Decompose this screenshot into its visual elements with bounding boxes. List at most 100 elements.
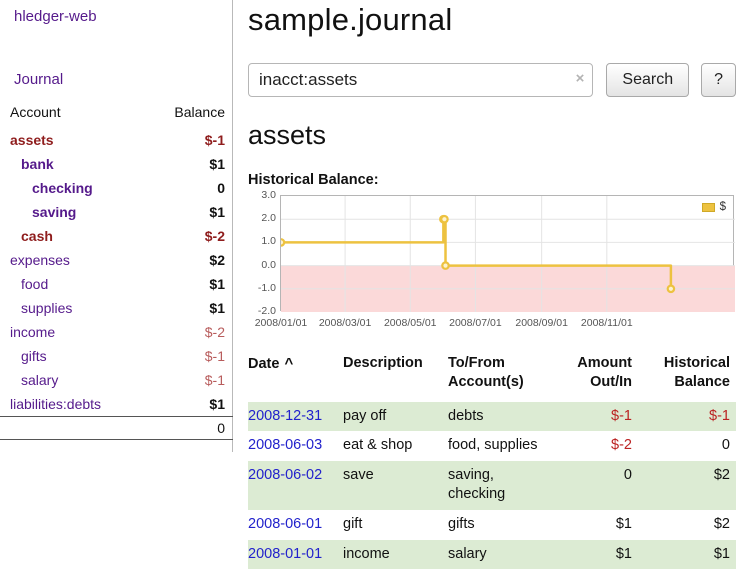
account-balance: $1	[209, 276, 225, 292]
transaction-accounts: salary	[448, 545, 487, 562]
transaction-balance: $2	[713, 466, 730, 483]
transaction-balance: $2	[713, 515, 730, 532]
account-row: checking 0	[0, 176, 233, 200]
account-balance: $1	[209, 204, 225, 220]
register-header-description: Description	[343, 355, 423, 371]
transaction-date-link[interactable]: 2008-01-01	[248, 545, 323, 562]
chart-title: Historical Balance:	[248, 172, 379, 188]
register-row: 2008-06-02 save saving, checking 0 $2	[248, 460, 736, 510]
account-row: saving $1	[0, 200, 233, 224]
transaction-accounts: debts	[448, 407, 484, 424]
register-row: 2008-06-03 eat & shop food, supplies $-2 0	[248, 431, 736, 461]
account-link[interactable]: salary	[21, 372, 59, 388]
account-balance: 0	[217, 180, 225, 196]
transaction-accounts: saving, checking	[448, 466, 506, 503]
search-button[interactable]: Search	[606, 63, 690, 97]
account-row: cash $-2	[0, 224, 233, 248]
legend-color-swatch	[701, 202, 715, 212]
account-row: expenses $2	[0, 248, 233, 272]
account-link[interactable]: income	[10, 324, 56, 340]
transaction-accounts: food, supplies	[448, 437, 538, 454]
x-axis-label: 2008/05/01	[383, 317, 437, 329]
y-axis-label: -2.0	[257, 305, 276, 317]
register-table: Date ^ Description To/From Account(s) Amo…	[248, 354, 736, 570]
transaction-description: pay off	[343, 407, 387, 424]
accounts-total-row: 0	[0, 416, 233, 440]
account-balance: $2	[209, 252, 225, 268]
clear-search-icon[interactable]: ×	[575, 70, 585, 87]
x-axis-label: 2008/09/01	[515, 317, 568, 329]
accounts-header-balance: Balance	[174, 104, 225, 120]
account-row: food $1	[0, 272, 233, 296]
search-help-button[interactable]: ?	[701, 63, 736, 97]
account-balance: $-2	[204, 324, 225, 340]
register-header-row: Date ^ Description To/From Account(s) Amo…	[248, 354, 736, 402]
register-header-balance: Historical Balance	[663, 355, 730, 390]
nav-journal-link[interactable]: Journal	[14, 71, 64, 88]
account-balance: $-1	[204, 132, 225, 148]
transaction-date-link[interactable]: 2008-06-01	[248, 515, 323, 532]
transaction-date-link[interactable]: 2008-12-31	[248, 407, 323, 424]
chart-legend: $	[698, 200, 729, 214]
app-brand-link[interactable]: hledger-web	[14, 8, 97, 25]
account-heading: assets	[248, 120, 327, 150]
transaction-date-link[interactable]: 2008-06-03	[248, 437, 323, 454]
sort-ascending-icon[interactable]: ^	[284, 355, 294, 372]
accounts-header-account: Account	[10, 104, 61, 120]
x-axis-label: 2008/03/01	[318, 317, 372, 329]
transaction-balance: $-1	[709, 407, 730, 424]
account-row: gifts $-1	[0, 344, 233, 368]
y-axis-label: 3.0	[261, 189, 276, 201]
accounts-table: Account Balance assets $-1 bank $1 checking 0…	[0, 100, 233, 440]
legend-label: $	[719, 201, 726, 213]
register-header-date-label: Date	[248, 356, 280, 372]
y-axis-label: 0.0	[261, 258, 276, 271]
transaction-description: income	[343, 545, 390, 562]
account-link[interactable]: food	[21, 276, 49, 292]
register-row: 2008-01-01 income salary $1 $1	[248, 539, 736, 570]
accounts-total-spacer	[0, 416, 148, 440]
account-row: supplies $1	[0, 296, 233, 320]
account-row: bank $1	[0, 152, 233, 176]
search-bar: × Search ?	[248, 63, 736, 97]
account-link[interactable]: supplies	[21, 300, 73, 316]
register-header-accounts: To/From Account(s)	[448, 355, 524, 390]
transaction-date-link[interactable]: 2008-06-02	[248, 466, 323, 483]
register-header-date[interactable]: Date ^	[248, 354, 343, 402]
account-link[interactable]: gifts	[21, 348, 47, 364]
account-link[interactable]: expenses	[10, 252, 70, 268]
y-axis-label: 1.0	[261, 235, 276, 248]
search-box: ×	[248, 63, 594, 97]
transaction-accounts: gifts	[448, 515, 475, 532]
x-axis-label: 2008/07/01	[449, 317, 502, 329]
transaction-description: save	[343, 466, 374, 483]
accounts-total-balance: 0	[147, 416, 233, 440]
transaction-amount: $1	[615, 545, 632, 562]
account-balance: $-1	[204, 348, 225, 364]
search-input[interactable]	[248, 63, 594, 97]
account-link[interactable]: assets	[10, 132, 54, 148]
transaction-amount: $-1	[611, 407, 632, 424]
account-link[interactable]: liabilities:debts	[10, 396, 102, 412]
transaction-amount: 0	[623, 466, 632, 483]
y-axis-label: -1.0	[257, 281, 276, 294]
account-balance: $1	[209, 156, 225, 172]
page-title: sample.journal	[248, 2, 453, 37]
x-axis-label: 2008/11/01	[580, 317, 633, 329]
transaction-balance: 0	[721, 437, 730, 454]
account-row: assets $-1	[0, 128, 233, 152]
account-balance: $-1	[204, 372, 225, 388]
register-row: 2008-06-01 gift gifts $1 $2	[248, 510, 736, 540]
chart-canvas	[281, 196, 735, 312]
account-link[interactable]: saving	[32, 204, 77, 220]
account-row: salary $-1	[0, 368, 233, 392]
account-link[interactable]: bank	[21, 156, 54, 172]
account-link[interactable]: checking	[32, 180, 93, 196]
transaction-description: eat & shop	[343, 437, 413, 454]
register-row: 2008-12-31 pay off debts $-1 $-1	[248, 401, 736, 432]
transaction-description: gift	[343, 515, 363, 532]
account-balance: $1	[209, 396, 225, 412]
account-link[interactable]: cash	[21, 228, 53, 244]
account-row: liabilities:debts $1	[0, 392, 233, 417]
transaction-amount: $1	[615, 515, 632, 532]
